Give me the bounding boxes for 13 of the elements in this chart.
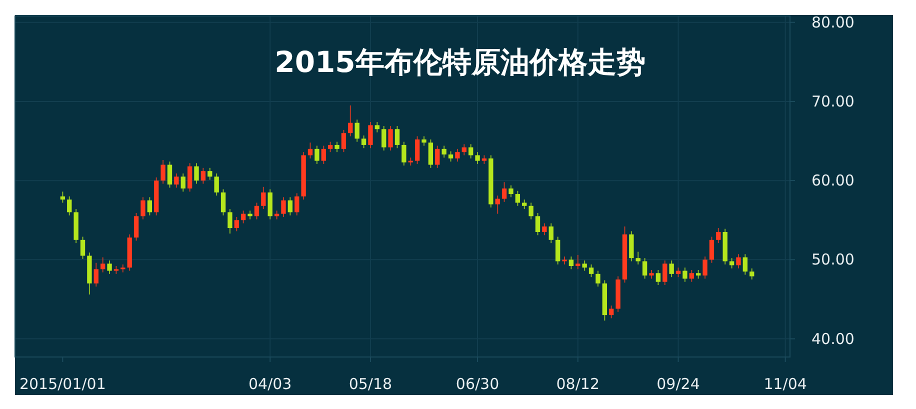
x-tick-label: 06/30 bbox=[456, 375, 500, 393]
x-tick-label: 08/12 bbox=[556, 375, 600, 393]
y-tick-label: 70.00 bbox=[812, 92, 854, 110]
y-tick-label: 60.00 bbox=[812, 172, 854, 190]
y-tick-label: 80.00 bbox=[812, 13, 854, 32]
x-tick-label: 2015/01/01 bbox=[19, 375, 106, 393]
x-tick-label: 04/03 bbox=[248, 375, 292, 393]
y-tick-label: 40.00 bbox=[812, 330, 854, 348]
y-tick-label: 50.00 bbox=[812, 250, 854, 269]
x-tick-label: 05/18 bbox=[348, 375, 392, 393]
text: 2015年布伦特原油价格走势 bbox=[274, 45, 646, 79]
x-tick-label: 11/04 bbox=[764, 375, 807, 393]
x-tick-label: 09/24 bbox=[656, 375, 700, 393]
